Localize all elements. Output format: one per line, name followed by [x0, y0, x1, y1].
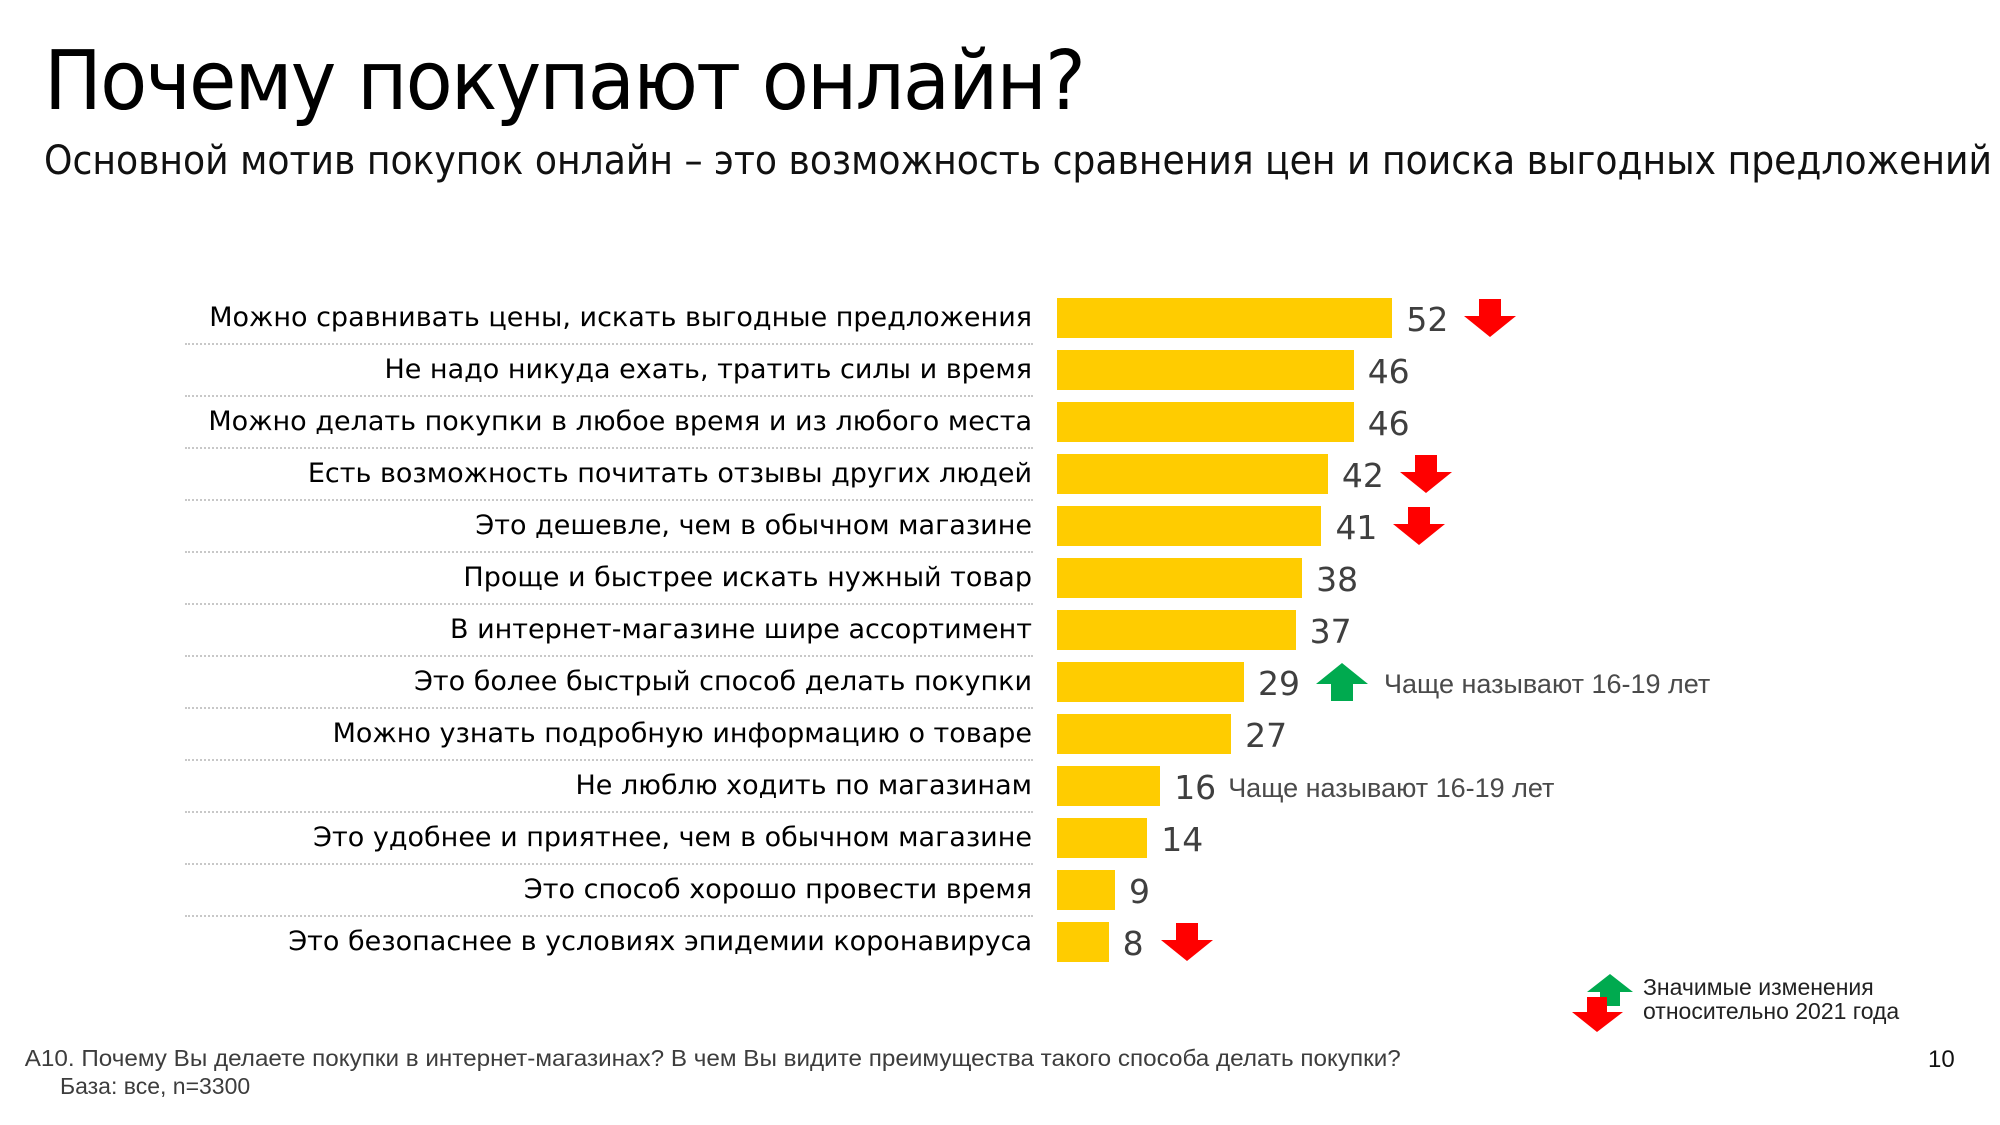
row-divider [185, 655, 1033, 657]
bar [1057, 714, 1232, 754]
value-label: 14 [1161, 820, 1204, 859]
footer-note: А10. Почему Вы делаете покупки в интерне… [25, 1044, 1401, 1100]
bar [1057, 454, 1328, 494]
row-divider [185, 811, 1033, 813]
legend-down-arrow-icon [1572, 997, 1623, 1032]
row-label: В интернет-магазине шире ассортимент [449, 614, 1032, 645]
row-note: Чаще называют 16-19 лет [1384, 669, 1711, 699]
row-divider [185, 603, 1033, 605]
footer-base: База: все, n=3300 [60, 1073, 251, 1099]
page-title: Почему покупают онлайн? [44, 34, 1086, 129]
decrease-arrow-icon [1160, 923, 1213, 961]
value-label: 46 [1367, 404, 1410, 443]
value-label: 9 [1129, 872, 1151, 911]
row-note: Чаще называют 16-19 лет [1228, 773, 1555, 803]
row-label: Это способ хорошо провести время [523, 874, 1032, 905]
bar [1057, 870, 1116, 910]
row-label: Это дешевле, чем в обычном магазине [475, 510, 1032, 541]
decrease-arrow-icon-shape [1393, 507, 1446, 545]
row-divider [185, 551, 1033, 553]
row-label: Не люблю ходить по магазинам [575, 770, 1032, 801]
bar [1057, 818, 1148, 858]
row-divider [185, 707, 1033, 709]
bar [1057, 506, 1322, 546]
row-label: Это более быстрый способ делать покупки [414, 666, 1032, 697]
page-subtitle: Основной мотив покупок онлайн – это возм… [44, 138, 1992, 184]
bar [1057, 610, 1296, 650]
decrease-arrow-icon-shape [1160, 923, 1213, 961]
row-label: Можно сравнивать цены, искать выгодные п… [209, 302, 1032, 333]
decrease-arrow-icon-shape [1464, 299, 1517, 337]
legend-line-2: относительно 2021 года [1643, 998, 1900, 1024]
footer-question: А10. Почему Вы делаете покупки в интерне… [24, 1045, 1401, 1071]
row-label: Проще и быстрее искать нужный товар [463, 562, 1032, 593]
row-divider [185, 863, 1033, 865]
decrease-arrow-icon [1393, 507, 1446, 545]
legend-arrow-icons [1572, 974, 1633, 1032]
value-label: 37 [1309, 612, 1352, 651]
value-label: 41 [1335, 508, 1378, 547]
horizontal-bar-chart: Можно сравнивать цены, искать выгодные п… [185, 298, 1711, 963]
decrease-arrow-icon [1464, 299, 1517, 337]
row-divider [185, 343, 1033, 345]
bar [1057, 402, 1354, 442]
bar [1057, 350, 1354, 390]
legend: Значимые изменения относительно 2021 год… [1643, 975, 1899, 1023]
value-label: 27 [1245, 716, 1288, 755]
row-label: Есть возможность почитать отзывы других … [307, 458, 1032, 489]
value-label: 29 [1258, 664, 1301, 703]
value-label: 46 [1367, 352, 1410, 391]
value-label: 16 [1174, 768, 1217, 807]
bar [1057, 662, 1245, 702]
row-label: Это безопаснее в условиях эпидемии корон… [288, 926, 1032, 957]
value-label: 42 [1341, 456, 1384, 495]
value-label: 52 [1406, 300, 1449, 339]
page-number: 10 [1928, 1046, 1955, 1073]
increase-arrow-icon-shape [1316, 663, 1369, 701]
value-label: 8 [1122, 924, 1144, 963]
legend-line-1: Значимые изменения [1643, 974, 1874, 1000]
row-divider [185, 447, 1033, 449]
row-divider [185, 499, 1033, 501]
bar [1057, 922, 1109, 962]
row-divider [185, 759, 1033, 761]
decrease-arrow-icon-shape [1399, 455, 1452, 493]
increase-arrow-icon [1316, 663, 1369, 701]
legend-up-arrow-icon [1587, 974, 1633, 1006]
row-divider [185, 915, 1033, 917]
bar [1057, 298, 1393, 338]
row-label: Не надо никуда ехать, тратить силы и вре… [384, 354, 1032, 385]
value-label: 38 [1316, 560, 1359, 599]
bar [1057, 766, 1161, 806]
row-label: Можно узнать подробную информацию о това… [332, 718, 1032, 749]
bar [1057, 558, 1303, 598]
row-label: Это удобнее и приятнее, чем в обычном ма… [313, 822, 1032, 853]
decrease-arrow-icon [1399, 455, 1452, 493]
row-divider [185, 395, 1033, 397]
row-label: Можно делать покупки в любое время и из … [208, 406, 1032, 437]
